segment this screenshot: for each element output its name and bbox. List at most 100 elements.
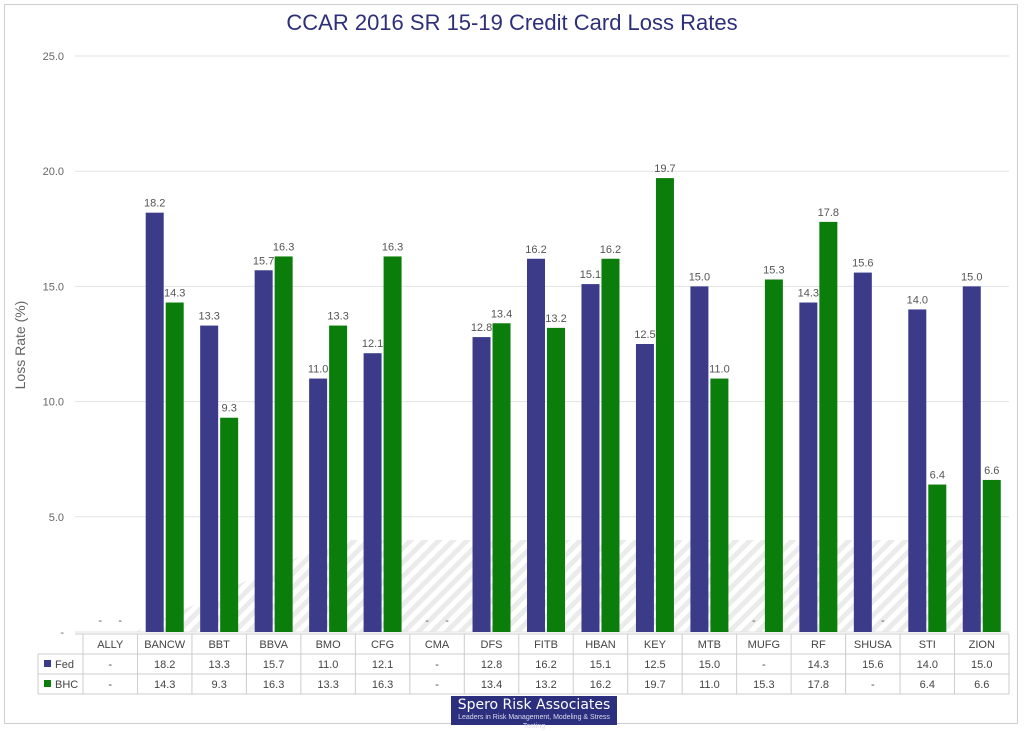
data-label: 6.6 <box>984 465 999 477</box>
y-tick-label: 20.0 <box>43 166 64 178</box>
table-cell: 16.3 <box>263 679 284 691</box>
x-tick-label: SHUSA <box>854 639 893 651</box>
x-tick-label: ZION <box>969 639 995 651</box>
table-cell: 15.3 <box>753 679 774 691</box>
table-cell: 12.1 <box>372 659 393 671</box>
legend-swatch-fed <box>44 660 51 667</box>
table-cell: - <box>108 659 112 671</box>
data-label: 16.3 <box>382 241 403 253</box>
bar-bhc <box>274 256 293 632</box>
bar-fed <box>363 353 382 632</box>
bar-bhc <box>220 417 239 632</box>
x-tick-label: CFG <box>371 639 394 651</box>
bar-fed <box>635 344 654 632</box>
table-cell: 12.8 <box>481 659 502 671</box>
x-tick-label: DFS <box>481 639 503 651</box>
x-tick-label: MTB <box>698 639 721 651</box>
chart-title: CCAR 2016 SR 15-19 Credit Card Loss Rate… <box>286 10 738 35</box>
table-cell: - <box>871 679 875 691</box>
x-tick-label: RF <box>811 639 826 651</box>
x-tick-label: KEY <box>644 639 667 651</box>
bar-fed <box>309 378 328 632</box>
x-tick-label: MUFG <box>748 639 780 651</box>
data-label: 16.2 <box>600 244 621 256</box>
data-label: 12.5 <box>634 329 655 341</box>
table-cell: 14.3 <box>154 679 175 691</box>
x-tick-label: HBAN <box>585 639 616 651</box>
data-label: 12.1 <box>362 338 383 350</box>
table-cell: 6.6 <box>974 679 989 691</box>
table-cell: 17.8 <box>808 679 829 691</box>
data-label: 15.0 <box>689 271 710 283</box>
data-label: - <box>752 615 756 627</box>
data-label: 16.3 <box>273 241 294 253</box>
x-tick-label: ALLY <box>97 639 124 651</box>
data-label: - <box>98 615 102 627</box>
data-label: 15.6 <box>852 258 873 270</box>
table-cell: 13.3 <box>208 659 229 671</box>
legend-swatch-bhc <box>44 680 51 687</box>
table-cell: 14.0 <box>917 659 938 671</box>
data-label: 13.3 <box>198 311 219 323</box>
company-logo: Spero Risk Associates Leaders in Risk Ma… <box>451 696 617 730</box>
data-label: 15.7 <box>253 255 274 267</box>
table-cell: 13.2 <box>535 679 556 691</box>
bar-fed <box>145 212 164 632</box>
data-label: 14.0 <box>907 294 928 306</box>
data-label: 15.0 <box>961 271 982 283</box>
bar-bhc <box>383 256 402 632</box>
bar-fed <box>962 286 981 632</box>
data-label: 13.3 <box>327 311 348 323</box>
y-tick-label: 15.0 <box>43 281 64 293</box>
table-cell: - <box>762 659 766 671</box>
bar-bhc <box>492 323 511 632</box>
shadow-decoration <box>135 540 999 632</box>
x-tick-label: BBVA <box>259 639 288 651</box>
table-cell: 12.5 <box>644 659 665 671</box>
table-cell: 13.4 <box>481 679 502 691</box>
data-label: 15.1 <box>580 269 601 281</box>
table-cell: 15.7 <box>263 659 284 671</box>
table-cell: 11.0 <box>699 679 720 691</box>
data-label: 11.0 <box>709 364 730 376</box>
bar-bhc <box>601 258 620 632</box>
data-label: 18.2 <box>144 198 165 210</box>
bar-fed <box>908 309 927 632</box>
bar-bhc <box>764 279 783 632</box>
table-cell: 16.2 <box>590 679 611 691</box>
x-tick-label: BBT <box>208 639 230 651</box>
data-label: 6.4 <box>930 470 945 482</box>
data-label: 12.8 <box>471 322 492 334</box>
data-label: 9.3 <box>222 403 237 415</box>
data-label: - <box>118 615 122 627</box>
y-tick-label: 5.0 <box>49 512 64 524</box>
logo-name: Spero Risk Associates <box>457 697 611 713</box>
table-cell: 18.2 <box>154 659 175 671</box>
data-label: 19.7 <box>654 163 675 175</box>
bar-bhc <box>710 378 729 632</box>
x-tick-label: BMO <box>316 639 342 651</box>
bar-bhc <box>982 479 1001 632</box>
table-cell: 9.3 <box>212 679 227 691</box>
x-tick-label: BANCW <box>144 639 186 651</box>
bar-bhc <box>547 327 565 632</box>
bar-bhc <box>819 221 838 632</box>
data-label: - <box>881 615 885 627</box>
logo-tagline: Leaders in Risk Management, Modeling & S… <box>458 714 610 730</box>
bar-fed <box>581 284 600 632</box>
data-label: 16.2 <box>525 244 546 256</box>
bar-fed <box>200 325 219 632</box>
table-cell: 13.3 <box>317 679 338 691</box>
data-label: - <box>425 615 429 627</box>
data-label: 14.3 <box>798 288 819 300</box>
bar-fed <box>690 286 709 632</box>
x-tick-label: CMA <box>425 639 450 651</box>
bar-fed <box>254 270 273 632</box>
table-cell: 15.0 <box>699 659 720 671</box>
y-tick-label: 25.0 <box>43 51 64 63</box>
bar-fed <box>853 272 872 632</box>
data-label: 14.3 <box>164 288 185 300</box>
x-tick-label: FITB <box>534 639 558 651</box>
bar-bhc <box>655 178 674 632</box>
legend-label-fed: Fed <box>55 659 74 671</box>
